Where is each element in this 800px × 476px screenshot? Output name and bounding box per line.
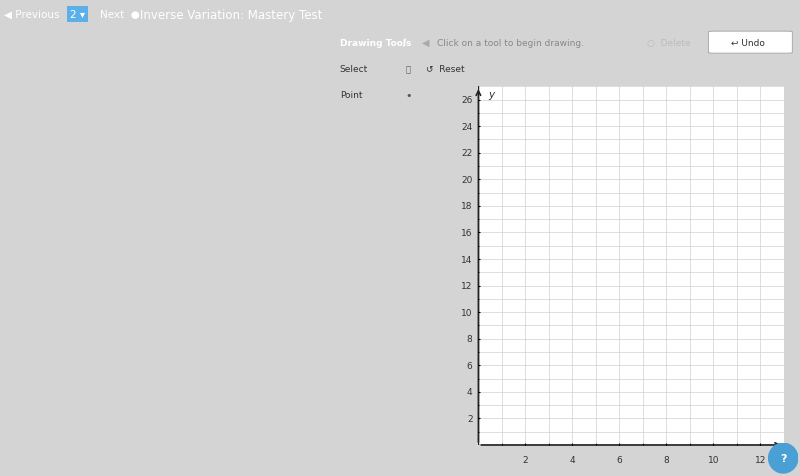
FancyBboxPatch shape — [709, 32, 792, 54]
Text: 10: 10 — [461, 308, 473, 317]
Text: 6: 6 — [466, 361, 473, 370]
Text: ○  Delete: ○ Delete — [647, 39, 691, 48]
Text: 12: 12 — [755, 455, 766, 464]
Text: 20: 20 — [461, 176, 473, 184]
Text: Point: Point — [340, 91, 362, 100]
Text: ?: ? — [780, 453, 786, 463]
Text: ◀ Previous: ◀ Previous — [4, 10, 59, 20]
Text: y: y — [488, 90, 494, 100]
Text: 8: 8 — [663, 455, 670, 464]
Text: 6: 6 — [617, 455, 622, 464]
Text: ↩ Undo: ↩ Undo — [731, 39, 765, 48]
Text: ⌕: ⌕ — [406, 65, 410, 74]
Text: 10: 10 — [708, 455, 719, 464]
Text: 2: 2 — [467, 414, 473, 423]
Text: Select: Select — [340, 65, 368, 74]
Text: 18: 18 — [461, 202, 473, 211]
Text: •: • — [406, 90, 412, 100]
Text: Next  ●: Next ● — [100, 10, 140, 20]
Text: 14: 14 — [461, 255, 473, 264]
Text: 2 ▾: 2 ▾ — [70, 10, 85, 20]
Text: Click on a tool to begin drawing.: Click on a tool to begin drawing. — [438, 39, 585, 48]
Text: 26: 26 — [461, 96, 473, 105]
Text: 22: 22 — [462, 149, 473, 158]
Text: 4: 4 — [570, 455, 575, 464]
Circle shape — [769, 443, 798, 473]
Text: 24: 24 — [462, 122, 473, 131]
Text: ◀: ◀ — [422, 38, 430, 48]
Text: 8: 8 — [466, 335, 473, 344]
Text: 4: 4 — [467, 387, 473, 397]
Text: Inverse Variation: Mastery Test: Inverse Variation: Mastery Test — [140, 9, 322, 21]
Text: /: / — [403, 38, 406, 48]
Text: x: x — [777, 458, 783, 468]
Text: 12: 12 — [461, 281, 473, 290]
Text: 16: 16 — [461, 228, 473, 238]
Text: Drawing Tools: Drawing Tools — [340, 39, 411, 48]
Text: ↺  Reset: ↺ Reset — [426, 65, 465, 74]
Text: 2: 2 — [522, 455, 528, 464]
